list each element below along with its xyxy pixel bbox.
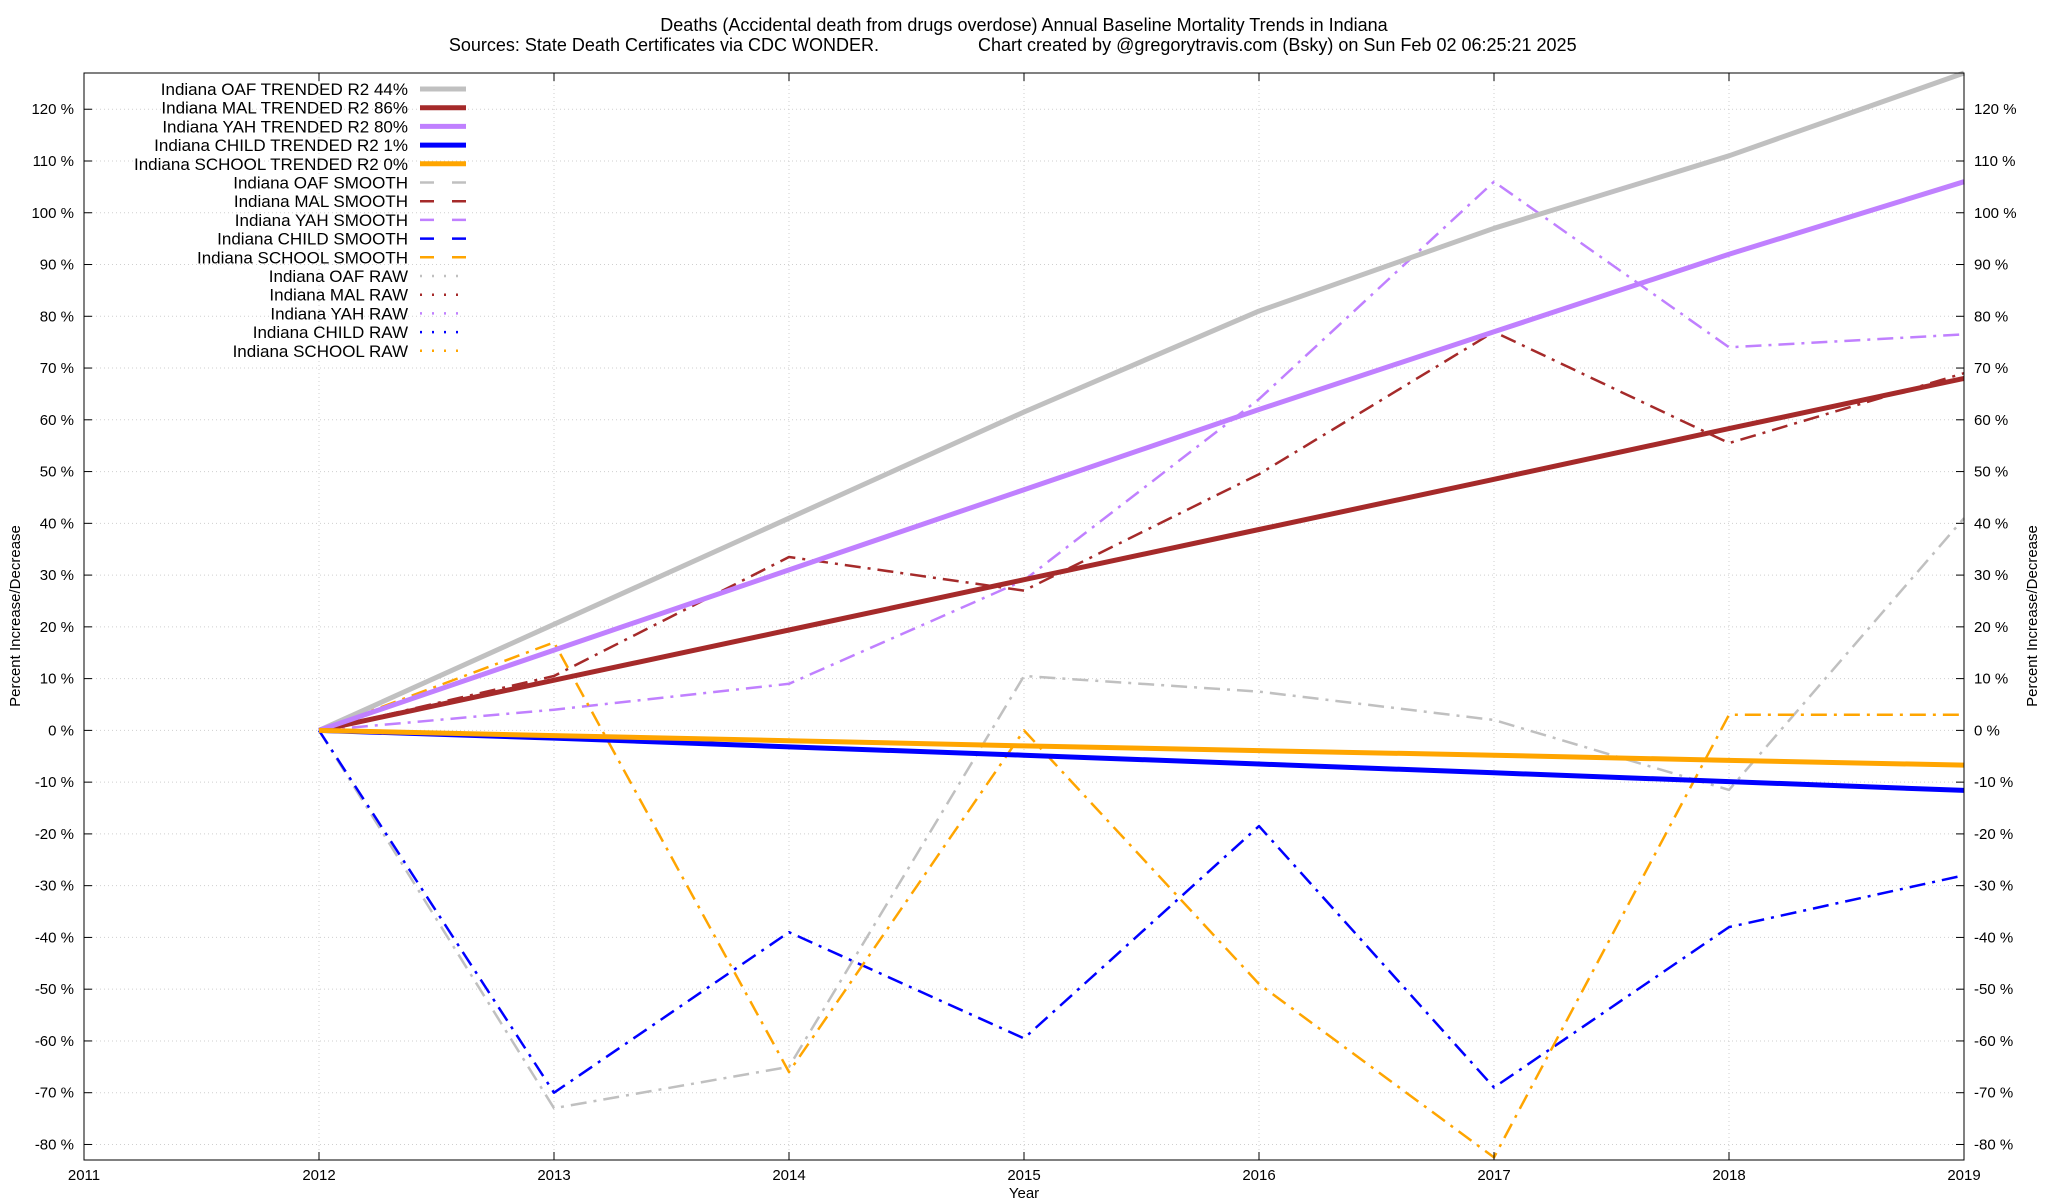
y-tick-label-left: 20 % — [40, 619, 74, 636]
y-tick-label-right: -40 % — [1974, 929, 2013, 946]
y-tick-label-left: -10 % — [35, 774, 74, 791]
y-tick-label-right: -10 % — [1974, 774, 2013, 791]
y-tick-label-right: -70 % — [1974, 1085, 2013, 1102]
series-line-indiana-mal-trended-r2-86 — [318, 375, 1965, 733]
legend-label: Indiana YAH RAW — [270, 304, 408, 323]
x-tick-label: 2016 — [1242, 1167, 1275, 1184]
y-tick-label-left: 90 % — [40, 257, 74, 274]
legend-label: Indiana CHILD RAW — [253, 323, 408, 342]
x-tick-label: 2017 — [1477, 1167, 1510, 1184]
y-tick-label-right: 10 % — [1974, 671, 2008, 688]
legend-label: Indiana SCHOOL SMOOTH — [197, 248, 408, 267]
y-tick-label-right: -30 % — [1974, 878, 2013, 895]
y-tick-label-left: -50 % — [35, 981, 74, 998]
y-tick-label-right: 50 % — [1974, 464, 2008, 481]
y-tick-label-left: 10 % — [40, 671, 74, 688]
series-line-indiana-oaf-smooth — [317, 517, 1965, 1110]
y-tick-label-left: 40 % — [40, 515, 74, 532]
legend-label: Indiana OAF RAW — [269, 267, 408, 286]
legend-label: Indiana YAH SMOOTH — [235, 211, 408, 230]
y-tick-label-left: 70 % — [40, 360, 74, 377]
y-tick-label-left: -70 % — [35, 1085, 74, 1102]
series-line-indiana-school-trended-r2-0 — [318, 727, 1965, 768]
y-tick-label-right: 20 % — [1974, 619, 2008, 636]
y-tick-label-right: 120 % — [1974, 101, 2017, 118]
series-line-indiana-yah-smooth — [318, 180, 1965, 732]
y-tick-label-left: -20 % — [35, 826, 74, 843]
series-line-indiana-oaf-trended-r2-44 — [317, 70, 1965, 733]
y-tick-label-right: 80 % — [1974, 308, 2008, 325]
legend-label: Indiana OAF SMOOTH — [233, 174, 408, 193]
chart-title: Deaths (Accidental death from drugs over… — [660, 15, 1388, 35]
x-tick-label: 2011 — [68, 1167, 100, 1184]
y-tick-label-right: 90 % — [1974, 257, 2008, 274]
series-line-indiana-child-smooth — [317, 729, 1965, 1094]
legend: Indiana OAF TRENDED R2 44%Indiana MAL TR… — [134, 80, 466, 361]
series-line-indiana-school-smooth — [318, 641, 1964, 1159]
y-tick-label-right: 0 % — [1974, 722, 2000, 739]
x-tick-label: 2013 — [537, 1167, 570, 1184]
series-line-indiana-child-trended-r2-1 — [318, 727, 1965, 793]
y-tick-label-left: 110 % — [33, 153, 74, 170]
chart-subtitle-credit: Chart created by @gregorytravis.com (Bsk… — [978, 35, 1577, 55]
y-tick-label-right: 70 % — [1974, 360, 2008, 377]
x-tick-label: 2019 — [1947, 1167, 1980, 1184]
x-tick-label: 2014 — [772, 1167, 805, 1184]
legend-label: Indiana MAL RAW — [269, 286, 408, 305]
y-tick-label-right: 110 % — [1974, 153, 2015, 170]
grid — [83, 73, 1965, 1160]
y-tick-label-left: -40 % — [35, 929, 74, 946]
legend-label: Indiana MAL SMOOTH — [234, 192, 408, 211]
y-tick-label-right: 60 % — [1974, 412, 2008, 429]
y-tick-label-left: -60 % — [35, 1033, 74, 1050]
x-tick-label: 2012 — [302, 1167, 335, 1184]
legend-label: Indiana SCHOOL RAW — [233, 342, 408, 361]
y-tick-label-left: -30 % — [35, 878, 74, 895]
legend-label: Indiana CHILD SMOOTH — [217, 230, 408, 249]
y-tick-label-right: -50 % — [1974, 981, 2013, 998]
y-tick-label-right: -20 % — [1974, 826, 2013, 843]
y-tick-label-left: 50 % — [40, 464, 74, 481]
y-tick-label-right: 100 % — [1974, 205, 2017, 222]
y-tick-label-left: 0 % — [48, 722, 74, 739]
legend-label: Indiana CHILD TRENDED R2 1% — [154, 136, 408, 155]
x-axis-label: Year — [1009, 1185, 1039, 1200]
x-tick-label: 2015 — [1007, 1167, 1040, 1184]
legend-label: Indiana OAF TRENDED R2 44% — [161, 80, 408, 99]
y-axis-label-left: Percent Increase/Decrease — [7, 525, 24, 707]
series-line-indiana-mal-smooth — [318, 330, 1965, 732]
y-tick-label-left: -80 % — [35, 1136, 74, 1153]
axis-ticks: -80 % -80 % -70 % -70 % -60 % -60 % -50 % -50 %… — [31, 73, 2017, 1184]
y-tick-label-left: 30 % — [40, 567, 74, 584]
plot-series — [317, 70, 1965, 1159]
y-tick-label-left: 80 % — [40, 308, 74, 325]
y-tick-label-right: -60 % — [1974, 1033, 2013, 1050]
legend-label: Indiana MAL TRENDED R2 86% — [161, 99, 408, 118]
x-tick-label: 2018 — [1712, 1167, 1745, 1184]
y-tick-label-left: 100 % — [31, 205, 74, 222]
series-line-indiana-yah-trended-r2-80 — [318, 179, 1965, 733]
legend-label: Indiana YAH TRENDED R2 80% — [162, 117, 408, 136]
y-tick-label-right: 40 % — [1974, 515, 2008, 532]
y-tick-label-right: 30 % — [1974, 567, 2008, 584]
legend-label: Indiana SCHOOL TRENDED R2 0% — [134, 155, 408, 174]
chart-subtitle-source: Sources: State Death Certificates via CD… — [449, 35, 879, 55]
y-tick-label-right: -80 % — [1974, 1136, 2013, 1153]
y-axis-label-right: Percent Increase/Decrease — [2024, 525, 2041, 707]
y-tick-label-left: 120 % — [31, 101, 74, 118]
y-tick-label-left: 60 % — [40, 412, 74, 429]
